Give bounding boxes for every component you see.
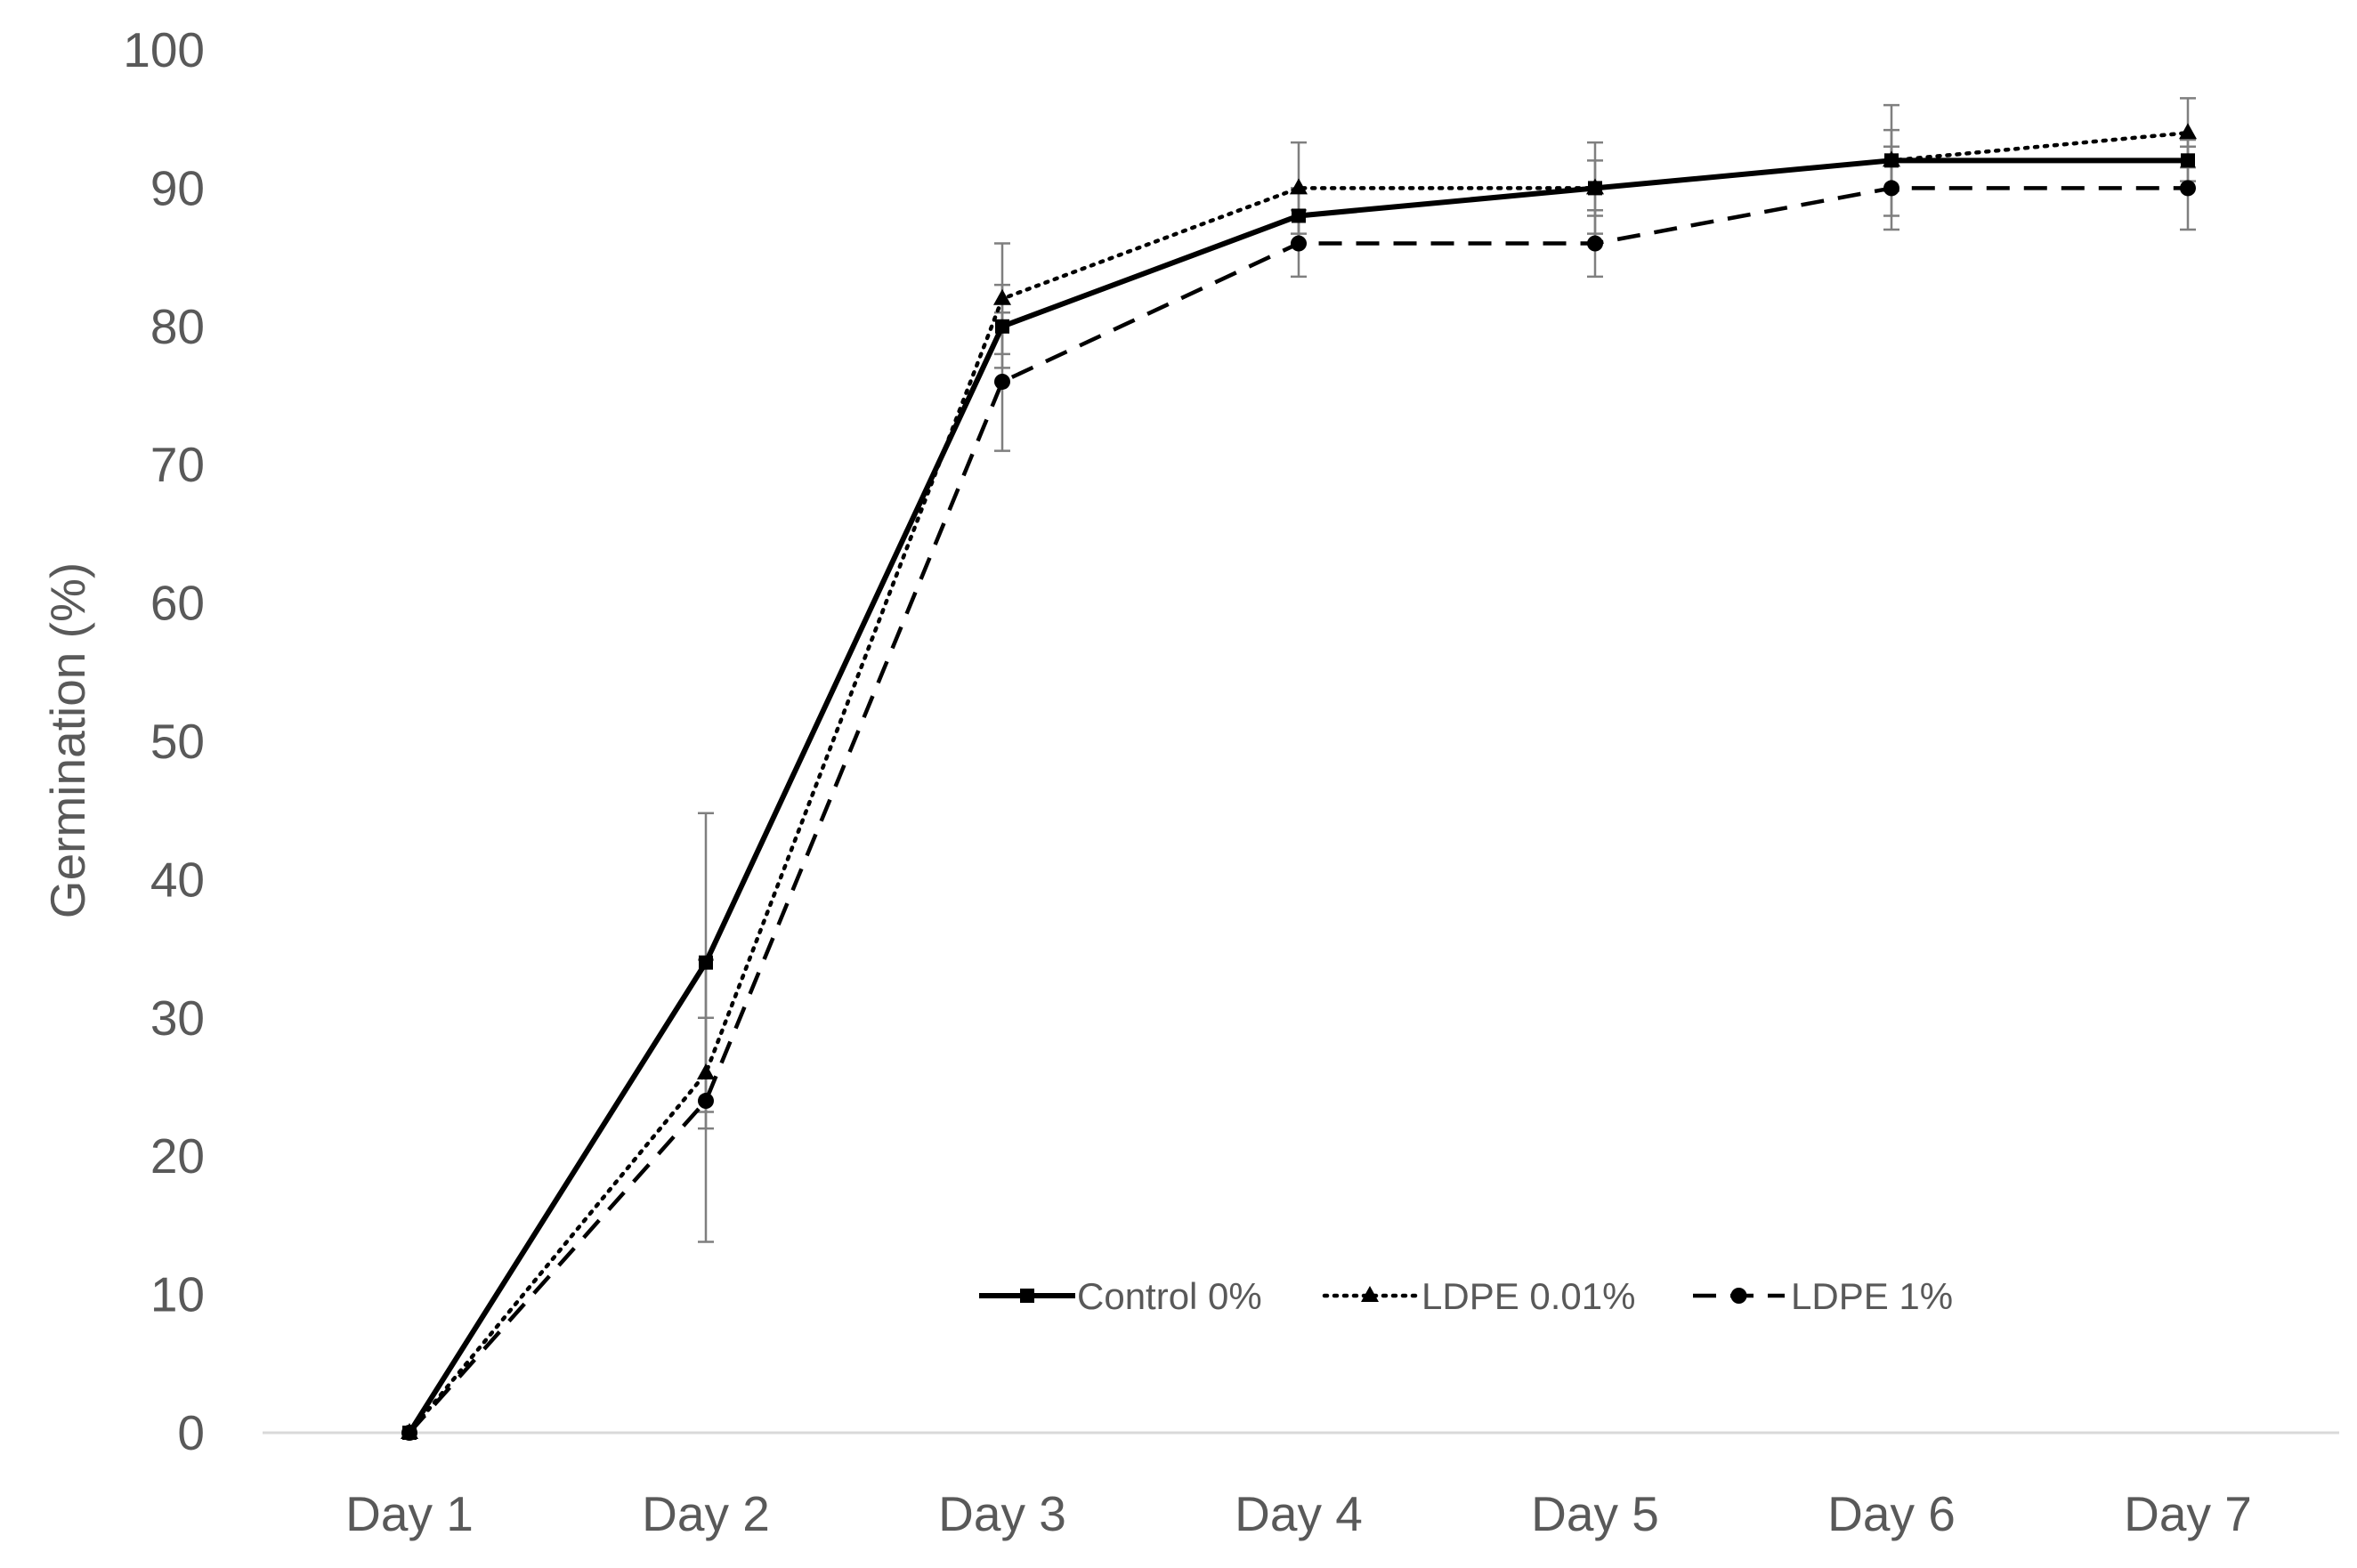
data-point [401, 1425, 417, 1441]
y-tick-label: 0 [177, 1405, 205, 1460]
y-tick-label: 100 [123, 22, 205, 77]
data-point [1291, 235, 1307, 252]
data-point [1292, 208, 1306, 223]
x-tick-label: Day 7 [2124, 1486, 2252, 1541]
legend-marker [1730, 1288, 1747, 1304]
x-tick-label: Day 6 [1827, 1486, 1956, 1541]
data-point [1290, 178, 1308, 195]
y-tick-label: 70 [150, 437, 205, 492]
y-tick-label: 20 [150, 1128, 205, 1184]
data-point [1587, 235, 1603, 252]
y-axis-title: Germination (%) [40, 562, 95, 918]
x-tick-label: Day 3 [938, 1486, 1066, 1541]
y-tick-label: 40 [150, 852, 205, 907]
legend-label: LDPE 1% [1791, 1275, 1953, 1317]
data-point [2180, 180, 2196, 197]
data-point [2179, 123, 2197, 140]
y-tick-label: 90 [150, 160, 205, 215]
series-line-1 [407, 158, 2188, 1435]
legend-label: LDPE 0.01% [1421, 1275, 1635, 1317]
y-tick-label: 80 [150, 299, 205, 354]
data-point [1586, 178, 1604, 195]
legend-marker [1020, 1289, 1034, 1303]
data-point [697, 1063, 715, 1079]
y-tick-label: 30 [150, 990, 205, 1046]
data-point [995, 319, 1009, 334]
data-point [2181, 153, 2195, 168]
plot-area: 0 10 20 30 40 50 60 70 80 90 100 Day 1 Day 2 Day 3 Day… [123, 22, 2339, 1541]
legend-marker [1361, 1286, 1379, 1302]
y-tick-label: 60 [150, 576, 205, 631]
x-tick-label: Day 4 [1235, 1486, 1363, 1541]
data-point [1883, 150, 1900, 167]
y-tick-label: 10 [150, 1267, 205, 1322]
series-line-2 [407, 130, 2191, 1435]
data-point [699, 955, 713, 970]
data-point [994, 373, 1010, 390]
x-tick-label: Day 2 [642, 1486, 770, 1541]
series-line-3 [408, 186, 2188, 1435]
x-tick-label: Day 1 [345, 1486, 474, 1541]
data-point [1883, 180, 1899, 197]
data-point [698, 1093, 714, 1110]
data-point [993, 288, 1011, 305]
y-tick-label: 50 [150, 714, 205, 769]
x-tick-label: Day 5 [1531, 1486, 1659, 1541]
legend-label: Control 0% [1077, 1275, 1262, 1317]
